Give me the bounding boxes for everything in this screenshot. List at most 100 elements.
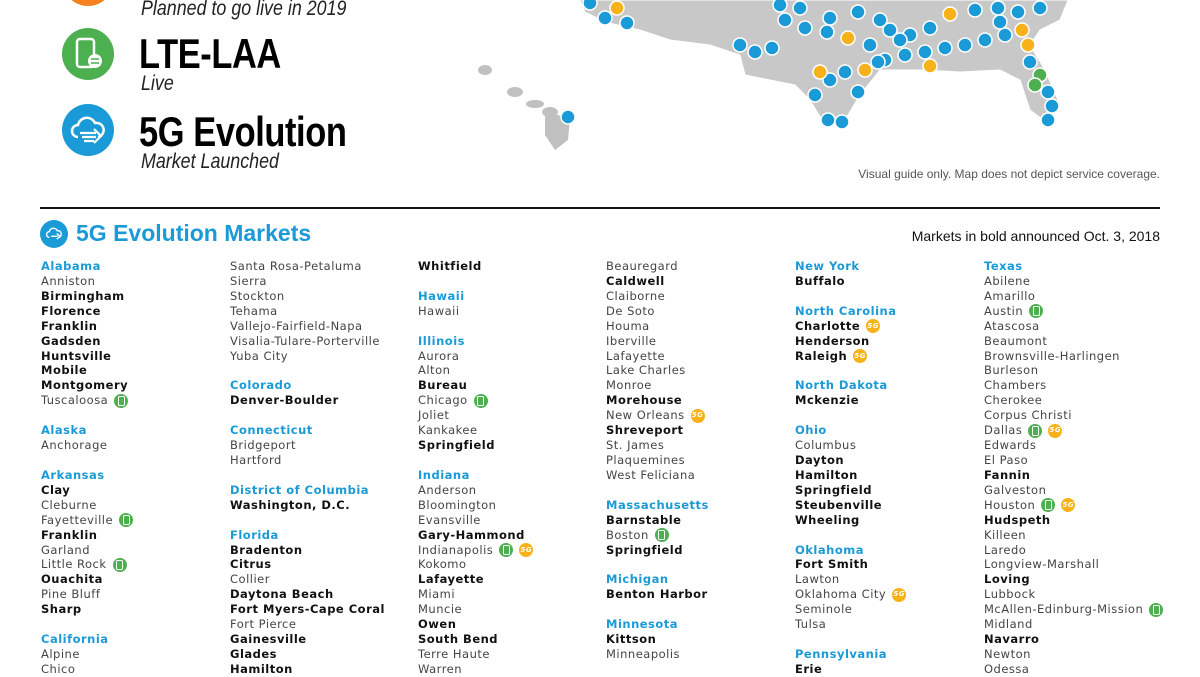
- market-item: Hartford: [230, 453, 416, 468]
- market-item: Cherokee: [984, 393, 1170, 408]
- market-item: Citrus: [230, 557, 416, 572]
- spacer: [606, 602, 792, 617]
- market-name: New Orleans: [606, 408, 685, 423]
- spacer: [230, 468, 416, 483]
- 5g-badge-icon: 5G: [1048, 423, 1063, 438]
- market-name: Dayton: [795, 452, 845, 467]
- market-name: Barnstable: [606, 512, 682, 527]
- market-item: Stockton: [230, 289, 416, 304]
- market-item: Brownsville-Harlingen: [984, 349, 1170, 364]
- spacer: [795, 289, 981, 304]
- market-name: Dallas: [984, 423, 1023, 438]
- market-name: Plaquemines: [606, 452, 686, 467]
- market-name: Gadsden: [41, 333, 101, 348]
- market-item: Galveston: [984, 483, 1170, 498]
- market-item: Raleigh 5G: [795, 349, 981, 364]
- market-name: Bureau: [418, 378, 468, 393]
- spacer: [41, 453, 227, 468]
- lte-laa-subtitle: Live: [141, 72, 174, 95]
- market-item: Erie: [795, 662, 981, 677]
- state-heading: North Dakota: [795, 378, 981, 393]
- market-item: Bradenton: [230, 543, 416, 558]
- spacer: [795, 363, 981, 378]
- 5g-evolution-map-marker-icon: [917, 44, 933, 60]
- market-name: Florence: [41, 303, 101, 318]
- market-name: Monroe: [606, 378, 652, 393]
- market-name: Kankakee: [418, 423, 478, 438]
- market-name: Corpus Christi: [984, 408, 1072, 423]
- market-item: Garland: [41, 543, 227, 558]
- market-name: South Bend: [418, 632, 499, 647]
- 5g-evolution-map-marker-icon: [1010, 4, 1026, 20]
- market-name: Mckenzie: [795, 393, 860, 408]
- market-item: Anchorage: [41, 438, 227, 453]
- market-item: Joliet: [418, 408, 604, 423]
- state-name: North Dakota: [795, 378, 888, 393]
- state-heading: California: [41, 632, 227, 647]
- market-name: Springfield: [418, 438, 495, 453]
- map-disclaimer: Visual guide only. Map does not depict s…: [858, 167, 1160, 181]
- market-name: Raleigh: [795, 348, 848, 363]
- market-name: Miami: [418, 587, 456, 602]
- market-name: Anderson: [418, 482, 477, 497]
- market-item: Monroe: [606, 378, 792, 393]
- market-name: Tehama: [230, 303, 278, 318]
- market-item: Washington, D.C.: [230, 498, 416, 513]
- market-item: Edwards: [984, 438, 1170, 453]
- state-heading: Ohio: [795, 423, 981, 438]
- market-item: Minneapolis: [606, 647, 792, 662]
- market-name: Yuba City: [230, 348, 289, 363]
- market-item: El Paso: [984, 453, 1170, 468]
- state-name: Pennsylvania: [795, 646, 888, 661]
- state-name: Oklahoma: [795, 542, 864, 557]
- market-name: Sharp: [41, 602, 82, 617]
- state-heading: Alaska: [41, 423, 227, 438]
- market-item: Henderson: [795, 334, 981, 349]
- spacer: [41, 617, 227, 632]
- market-name: Citrus: [230, 557, 272, 572]
- state-name: New York: [795, 259, 860, 273]
- market-name: Brownsville-Harlingen: [984, 348, 1120, 363]
- market-item: Denver-Boulder: [230, 393, 416, 408]
- market-item: Anderson: [418, 483, 604, 498]
- state-name: California: [41, 632, 109, 647]
- market-name: Houston: [984, 497, 1036, 512]
- spacer: [230, 363, 416, 378]
- market-name: Oklahoma City: [795, 587, 887, 602]
- state-heading: Pennsylvania: [795, 647, 981, 662]
- market-name: Amarillo: [984, 288, 1036, 303]
- spacer: [230, 513, 416, 528]
- market-item: De Soto: [606, 304, 792, 319]
- market-name: Kokomo: [418, 557, 467, 572]
- market-name: Pine Bluff: [41, 587, 101, 602]
- market-item: Montgomery: [41, 378, 227, 393]
- market-item: Alpine: [41, 647, 227, 662]
- market-item: Little Rock: [41, 557, 227, 572]
- market-name: Galveston: [984, 482, 1047, 497]
- market-item: Houston 5G: [984, 498, 1170, 513]
- market-item: Loving: [984, 572, 1170, 587]
- market-name: Gainesville: [230, 632, 307, 647]
- market-item: Franklin: [41, 319, 227, 334]
- market-name: Austin: [984, 303, 1024, 318]
- market-name: Morehouse: [606, 393, 683, 408]
- state-name: Florida: [230, 527, 279, 542]
- market-name: Loving: [984, 572, 1031, 587]
- 5g-evolution-map-marker-icon: [1044, 98, 1060, 114]
- market-item: Bridgeport: [230, 438, 416, 453]
- market-column: Texas Abilene Amarillo Austin Atascosa Beaumo…: [984, 259, 1170, 677]
- market-item: Gadsden: [41, 334, 227, 349]
- market-name: Killeen: [984, 527, 1027, 542]
- market-item: Gary-Hammond: [418, 528, 604, 543]
- market-item: Lafayette: [606, 349, 792, 364]
- market-item: Austin: [984, 304, 1170, 319]
- 5g-evolution-map-marker-icon: [1022, 54, 1038, 70]
- market-name: Visalia-Tulare-Porterville: [230, 333, 380, 348]
- market-item: Amarillo: [984, 289, 1170, 304]
- 5g-map-marker-icon: [840, 30, 856, 46]
- 5g-evolution-map-marker-icon: [822, 10, 838, 26]
- market-name: Collier: [230, 572, 270, 587]
- market-name: Mobile: [41, 363, 88, 378]
- market-name: De Soto: [606, 303, 655, 318]
- market-item: Hawaii: [418, 304, 604, 319]
